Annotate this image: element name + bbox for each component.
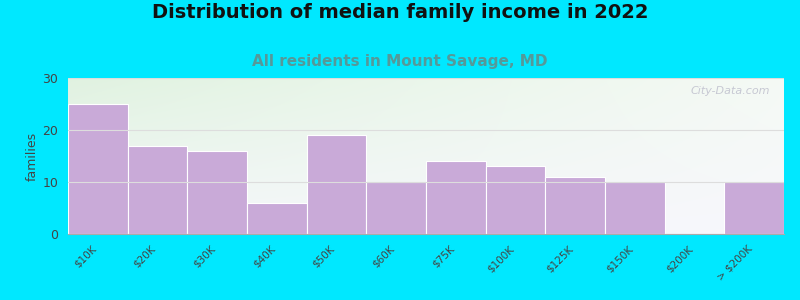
Bar [724, 182, 784, 234]
Bar [247, 203, 306, 234]
Text: All residents in Mount Savage, MD: All residents in Mount Savage, MD [252, 54, 548, 69]
Text: Distribution of median family income in 2022: Distribution of median family income in … [152, 3, 648, 22]
Bar [128, 146, 187, 234]
Bar [486, 167, 546, 234]
Bar [366, 182, 426, 234]
Bar [187, 151, 247, 234]
Bar [68, 104, 128, 234]
Bar [605, 182, 665, 234]
Y-axis label: families: families [26, 131, 38, 181]
Text: City-Data.com: City-Data.com [690, 86, 770, 96]
Bar [546, 177, 605, 234]
Bar [306, 135, 366, 234]
Bar [426, 161, 486, 234]
